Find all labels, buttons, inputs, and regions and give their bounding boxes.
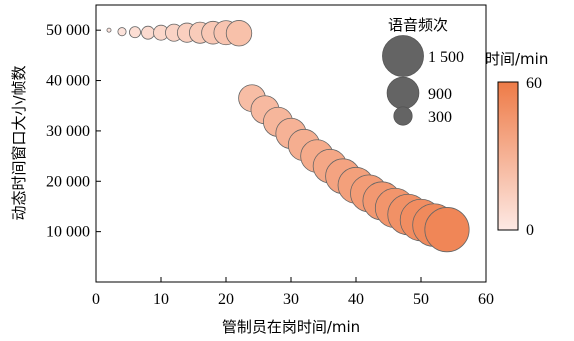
colorbar: 时间/min 60 0	[485, 50, 548, 239]
size-legend-label: 300	[428, 109, 452, 126]
bubble-point-10	[225, 20, 253, 47]
size-legend-label: 1 500	[428, 49, 464, 66]
y-tick-label: 10 000	[46, 224, 90, 241]
size-legend-bubble	[386, 76, 420, 110]
x-tick-label: 0	[92, 291, 100, 308]
y-axis-title: 动态时间窗口大小/帧数	[10, 65, 28, 220]
y-tick-label: 50 000	[46, 22, 90, 39]
size-legend: 语音频次 1 500 900 300	[382, 16, 464, 126]
y-tick-label: 30 000	[46, 123, 90, 140]
bubble-point-26	[424, 207, 470, 253]
size-legend-title: 语音频次	[388, 16, 448, 34]
colorbar-title: 时间/min	[485, 50, 548, 68]
colorbar-gradient	[497, 81, 519, 231]
x-tick-label: 60	[478, 291, 494, 308]
x-tick-label: 40	[348, 291, 364, 308]
y-axis-ticks: 10 000 20 000 30 000 40 000 50 000	[46, 22, 101, 241]
y-tick-label: 40 000	[46, 73, 90, 90]
size-legend-bubble	[382, 35, 424, 77]
colorbar-min-label: 0	[526, 222, 534, 239]
bubble-point-3	[141, 25, 155, 40]
bubbles-layer	[106, 20, 470, 253]
x-tick-label: 50	[413, 291, 429, 308]
x-tick-label: 10	[153, 291, 169, 308]
bubble-point-0	[106, 27, 112, 33]
size-legend-label: 900	[428, 86, 452, 103]
colorbar-max-label: 60	[526, 75, 542, 92]
x-tick-label: 30	[283, 291, 299, 308]
y-tick-label: 20 000	[46, 173, 90, 190]
bubble-point-1	[117, 27, 127, 37]
x-axis-title: 管制员在岗时间/min	[222, 318, 360, 336]
x-axis-ticks: 0 10 20 30 40 50 60	[92, 277, 494, 308]
size-legend-bubble	[393, 106, 413, 126]
bubble-point-2	[129, 26, 141, 39]
x-tick-label: 20	[218, 291, 234, 308]
